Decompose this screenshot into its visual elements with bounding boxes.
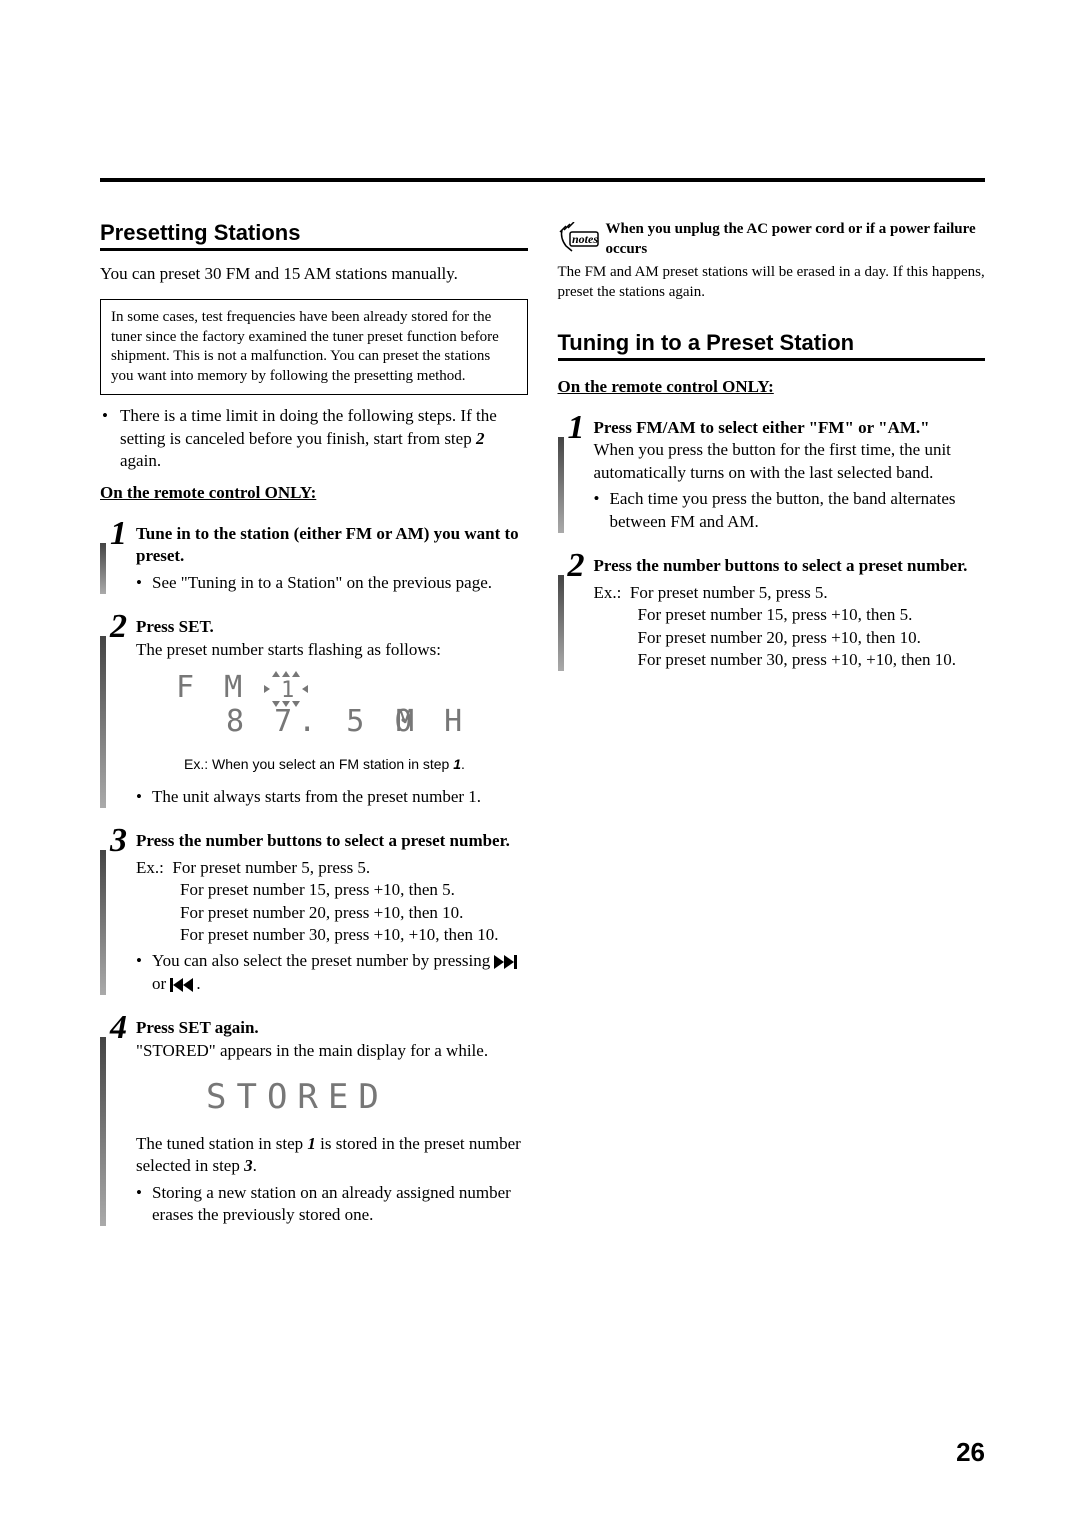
step-sub: • See "Tuning in to a Station" on the pr…: [136, 572, 528, 594]
step-2: 2 Press SET. The preset number starts fl…: [100, 608, 528, 808]
step-rail: [558, 575, 564, 671]
step-sub: • Each time you press the button, the ba…: [594, 488, 986, 533]
step-4: 4 Press SET again. "STORED" appears in t…: [100, 1009, 528, 1226]
intro-text: You can preset 30 FM and 15 AM stations …: [100, 263, 528, 285]
page-number: 26: [956, 1437, 985, 1468]
step-number: 1: [110, 515, 136, 594]
left-column: Presetting Stations You can preset 30 FM…: [100, 220, 528, 1240]
step-sub: • Storing a new station on an already as…: [136, 1182, 528, 1227]
ex-indent: For preset number 15, press +10, then 5.: [638, 604, 986, 626]
step-rail: [100, 850, 106, 995]
ex-indent: For preset number 30, press +10, +10, th…: [180, 924, 528, 946]
step-rail: [100, 636, 106, 808]
fm-display-graphic: .dot-text { font-family: monospace; font…: [176, 671, 528, 747]
next-track-icon: [494, 955, 520, 969]
nav-buttons-note: You can also select the preset number by…: [152, 950, 528, 995]
step-text: "STORED" appears in the main display for…: [136, 1040, 528, 1062]
ex-indent: For preset number 20, press +10, then 10…: [180, 902, 528, 924]
time-limit-note: • There is a time limit in doing the fol…: [102, 405, 528, 472]
step-r2: 2 Press the number buttons to select a p…: [558, 547, 986, 671]
step-number: 2: [110, 608, 136, 808]
display-fm: F M: [176, 671, 248, 705]
step-number: 4: [110, 1009, 136, 1226]
step-body: Press the number buttons to select a pre…: [594, 547, 986, 671]
step-rail: [100, 1037, 106, 1226]
remote-only-label: On the remote control ONLY:: [100, 483, 528, 503]
lcd-display-icon: .dot-text { font-family: monospace; font…: [176, 671, 476, 741]
heading-presetting: Presetting Stations: [100, 220, 528, 246]
step-r1: 1 Press FM/AM to select either "FM" or "…: [558, 409, 986, 533]
step-body: Press the number buttons to select a pre…: [136, 822, 528, 995]
after-text: The tuned station in step 1 is stored in…: [136, 1133, 528, 1178]
step-rail: [558, 437, 564, 533]
display-unit: M H z: [396, 704, 476, 739]
step-text: The preset number starts flashing as fol…: [136, 639, 528, 661]
svg-text:notes: notes: [572, 232, 598, 246]
step-lead: Press SET.: [136, 617, 214, 636]
lcd-stored-icon: STORED: [206, 1076, 426, 1116]
step-body: Press SET. The preset number starts flas…: [136, 608, 528, 808]
ex-indent: For preset number 15, press +10, then 5.: [180, 879, 528, 901]
step-3: 3 Press the number buttons to select a p…: [100, 822, 528, 995]
step-number: 1: [568, 409, 594, 533]
step-sub: • You can also select the preset number …: [136, 950, 528, 995]
factory-note-box: In some cases, test frequencies have bee…: [100, 299, 528, 395]
step-1: 1 Tune in to the station (either FM or A…: [100, 515, 528, 594]
display-freq: 8 7. 5 0: [226, 704, 419, 739]
step-sub: • The unit always starts from the preset…: [136, 786, 528, 808]
right-column: notes When you unplug the AC power cord …: [558, 220, 986, 1240]
stored-text: STORED: [206, 1077, 389, 1116]
step-body: Press FM/AM to select either "FM" or "AM…: [594, 409, 986, 533]
step-number: 2: [568, 547, 594, 671]
ex-indent: For preset number 30, press +10, +10, th…: [638, 649, 986, 671]
remote-only-label: On the remote control ONLY:: [558, 377, 986, 397]
display-preset: 1: [281, 678, 300, 703]
ex-indent: For preset number 20, press +10, then 10…: [638, 627, 986, 649]
notes-block: notes When you unplug the AC power cord …: [558, 220, 986, 261]
step-lead: Press FM/AM to select either "FM" or "AM…: [594, 418, 930, 437]
step-body: Press SET again. "STORED" appears in the…: [136, 1009, 528, 1226]
page-top-rule: [100, 178, 985, 182]
step-lead: Tune in to the station (either FM or AM)…: [136, 524, 519, 565]
time-limit-text: There is a time limit in doing the follo…: [120, 405, 528, 472]
ex-line: Ex.: For preset number 5, press 5.: [136, 857, 528, 879]
step-number: 3: [110, 822, 136, 995]
bullet-dot: •: [102, 405, 120, 472]
heading-rule: [100, 248, 528, 251]
ex-line: Ex.: For preset number 5, press 5.: [594, 582, 986, 604]
stored-display-graphic: STORED: [206, 1076, 528, 1122]
step-lead: Press the number buttons to select a pre…: [594, 556, 968, 575]
heading-tuning: Tuning in to a Preset Station: [558, 330, 986, 356]
notes-body: The FM and AM preset stations will be er…: [558, 263, 986, 302]
step-lead: Press SET again.: [136, 1018, 259, 1037]
notes-lead: When you unplug the AC power cord or if …: [606, 220, 986, 259]
step-body: Tune in to the station (either FM or AM)…: [136, 515, 528, 594]
step-text: When you press the button for the first …: [594, 439, 986, 484]
prev-track-icon: [170, 978, 196, 992]
display-caption: Ex.: When you select an FM station in st…: [184, 755, 528, 773]
two-column-layout: Presetting Stations You can preset 30 FM…: [100, 220, 985, 1240]
notes-icon: notes: [558, 220, 600, 261]
step-rail: [100, 543, 106, 594]
heading-rule: [558, 358, 986, 361]
step-lead: Press the number buttons to select a pre…: [136, 831, 510, 850]
